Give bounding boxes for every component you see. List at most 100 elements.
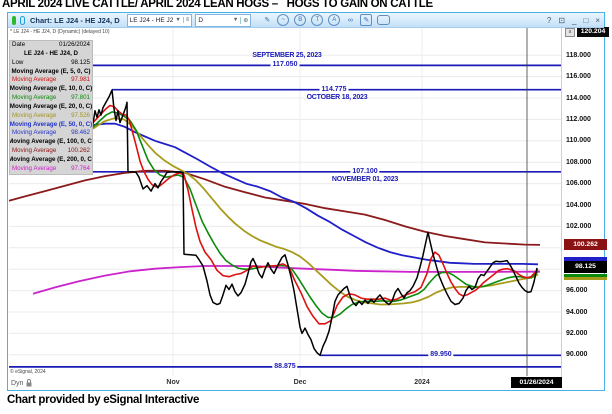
symbol-combo[interactable]: LE J24 - HE J2 ▼ ≡ <box>126 13 193 27</box>
symbol-combo-value: LE J24 - HE J2 <box>129 16 174 24</box>
panel-row-value: 97.764 <box>71 164 90 172</box>
panel-row-label: Moving Average <box>12 164 57 172</box>
ma10-axis-stripe <box>564 273 607 277</box>
y-axis-tick: 104.000 <box>566 201 592 209</box>
nov-01-level-price-label: 107.100 <box>350 167 380 176</box>
panel-row: Moving Average 97.526 <box>10 112 92 121</box>
panel-row: Low 98.125 <box>10 59 92 68</box>
panel-row-label: Moving Average (E, 200, 0, C) <box>10 155 92 163</box>
chevron-down-icon[interactable]: ▼ <box>175 17 181 23</box>
panel-row: Date 01/26/2024 <box>10 41 92 50</box>
chat-bubble-icon[interactable] <box>377 15 391 25</box>
panel-row-value: 97.981 <box>71 76 90 84</box>
x-axis-label-dec: Dec <box>293 379 307 386</box>
panel-row-label: Moving Average (E, 5, 0, C) <box>11 67 91 75</box>
panel-row: Moving Average 97.981 <box>10 76 92 85</box>
wave-tool-icon[interactable]: ~ <box>277 14 290 26</box>
oct-18-level-date-label: OCTOBER 18, 2023 <box>306 93 368 101</box>
lock-icon <box>26 379 32 387</box>
annotation-tool-icon[interactable]: A <box>328 14 341 26</box>
pencil-icon[interactable]: ✎ <box>264 17 271 24</box>
panel-row: LE J24 - HE J24, D <box>10 50 92 59</box>
symbol-menu-icon[interactable]: ≡ <box>182 17 189 23</box>
panel-row-value: 100.262 <box>67 147 90 155</box>
panel-row-value: 97.526 <box>71 111 90 119</box>
window-buttons: ? ⊡ _ □ × <box>547 16 600 25</box>
panel-row: Moving Average 97.801 <box>10 94 92 103</box>
connection-indicator-icon <box>12 15 16 25</box>
x-axis-label-nov: Nov <box>166 379 180 386</box>
bar-tool-icon[interactable]: B <box>294 14 307 26</box>
x-axis-label-2024: 2024 <box>414 379 430 386</box>
y-axis-tick: 112.000 <box>566 115 591 123</box>
panel-row-label: Moving Average <box>12 129 57 137</box>
drawing-tools: ✎ ~ B T A ∞ ✎ <box>262 14 391 26</box>
panel-row-label: Low <box>12 58 24 66</box>
dec-low-level-price-label: 89.950 <box>428 351 454 360</box>
panel-row: Moving Average 98.462 <box>10 129 92 138</box>
cursor-date-badge: 01/26/2024 <box>511 377 562 388</box>
interval-combo[interactable]: D ▼ ⊛ <box>195 13 252 27</box>
note-edit-icon[interactable]: ✎ <box>360 14 373 26</box>
y-axis-tick: 102.000 <box>566 222 592 230</box>
maximize-button[interactable]: □ <box>583 15 589 25</box>
window-toolbar: Chart: LE J24 - HE J24, D LE J24 - HE J2… <box>8 13 604 28</box>
y-axis-tick: 114.000 <box>566 94 591 102</box>
y-axis-tick: 96.000 <box>566 287 588 295</box>
panel-row: Moving Average (E, 10, 0, C) <box>10 85 92 94</box>
panel-row: Moving Average (E, 200, 0, C) <box>10 156 92 165</box>
crosshair-value-badge: 120.204 <box>577 27 609 37</box>
page-title: APRIL 2024 LIVE CATTLE/ APRIL 2024 LEAN … <box>2 0 433 10</box>
panel-row-value: 97.801 <box>71 94 90 102</box>
y-axis-tick: 118.000 <box>566 51 591 59</box>
axis-settings-icon[interactable]: a <box>565 27 575 37</box>
cursor-data-panel: Date 01/26/2024 LE J24 - HE J24, D Low 98.12… <box>9 40 93 175</box>
panel-row: Moving Average (E, 5, 0, C) <box>10 68 92 77</box>
y-axis-tick: 92.000 <box>566 329 588 337</box>
panel-row-value: 01/26/2024 <box>59 41 90 49</box>
last-price-badge: 98.125 <box>564 261 607 273</box>
symbol-status-text: * LE J24 - HE J24, D (Dynamic) (delayed … <box>10 29 110 35</box>
interval-settings-icon[interactable]: ⊛ <box>240 16 248 24</box>
panel-row-label: Moving Average (E, 10, 0, C) <box>10 85 92 93</box>
panel-row-label: Moving Average (E, 50, 0, C) <box>10 120 92 128</box>
data-status-icon <box>20 15 25 25</box>
y-axis-tick: 116.000 <box>566 73 591 81</box>
panel-row-label: Date <box>12 41 26 49</box>
window-title: Chart: LE J24 - HE J24, D <box>30 15 120 25</box>
panel-row-value: 98.125 <box>71 58 90 66</box>
ma100-value-badge: 100.262 <box>564 239 607 250</box>
status-mode[interactable]: Dyn <box>11 379 32 387</box>
minimize-button[interactable]: _ <box>572 15 577 25</box>
sep-25-level-price-label: 117.050 <box>270 61 300 70</box>
restore-button[interactable]: ⊡ <box>558 15 566 25</box>
contract-low-level-price-label: 88.875 <box>272 362 298 371</box>
panel-row: Moving Average (E, 100, 0, C) <box>10 138 92 147</box>
panel-row: Moving Average (E, 50, 0, C) <box>10 121 92 130</box>
sep-25-level-date-label: SEPTEMBER 25, 2023 <box>252 52 322 60</box>
y-axis-tick: 108.000 <box>566 158 592 166</box>
panel-row-label: Moving Average <box>12 76 57 84</box>
y-axis-tick: 106.000 <box>566 180 592 188</box>
help-button[interactable]: ? <box>546 15 552 25</box>
y-axis-tick: 90.000 <box>566 351 588 359</box>
chevron-down-icon[interactable]: ▼ <box>232 17 239 23</box>
panel-row-value: 98.462 <box>71 129 90 137</box>
y-axis-tick: 110.000 <box>566 137 591 145</box>
ma50-axis-stripe <box>564 257 607 261</box>
panel-row: Moving Average (E, 20, 0, C) <box>10 103 92 112</box>
dyn-mode-label: Dyn <box>11 379 24 387</box>
panel-row-label: Moving Average (E, 20, 0, C) <box>10 102 92 110</box>
ma20-axis-stripe <box>564 276 607 280</box>
link-icon[interactable]: ∞ <box>347 16 353 24</box>
panel-row-label: Moving Average <box>12 94 57 102</box>
panel-row-label: Moving Average <box>12 147 57 155</box>
footer-credit: Chart provided by eSignal Interactive <box>7 394 200 406</box>
panel-row: Moving Average 100.262 <box>10 147 92 156</box>
text-tool-icon[interactable]: T <box>311 14 324 26</box>
nov-01-level-date-label: NOVEMBER 01, 2023 <box>331 175 399 183</box>
interval-combo-value: D <box>198 16 204 24</box>
panel-row: Moving Average 97.764 <box>10 165 92 174</box>
close-button[interactable]: × <box>595 15 600 25</box>
